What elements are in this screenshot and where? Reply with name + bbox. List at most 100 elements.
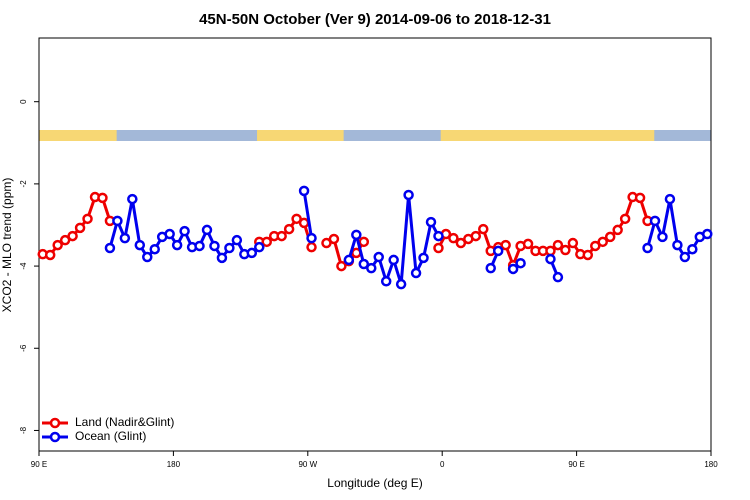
chart-title: 45N-50N October (Ver 9) 2014-09-06 to 20… xyxy=(199,11,551,28)
land-band xyxy=(440,130,655,141)
point xyxy=(657,231,668,243)
x-tick-label: 90 W xyxy=(298,460,317,469)
point xyxy=(395,278,407,290)
point xyxy=(642,242,653,254)
point xyxy=(254,241,265,253)
point xyxy=(492,245,504,257)
point xyxy=(597,236,608,248)
point xyxy=(194,240,205,252)
point xyxy=(634,192,646,204)
point xyxy=(358,258,370,270)
plot-frame xyxy=(38,37,712,452)
y-axis-label: XCO2 - MLO trend (ppm) xyxy=(0,178,14,313)
point xyxy=(485,262,496,274)
point xyxy=(582,249,594,261)
x-axis-label: Longitude (deg E) xyxy=(327,476,422,490)
point xyxy=(433,242,444,254)
point xyxy=(97,192,108,204)
point xyxy=(470,230,482,242)
point xyxy=(171,239,183,251)
point xyxy=(127,193,138,205)
point xyxy=(298,217,310,229)
point xyxy=(276,230,287,242)
point xyxy=(425,216,437,228)
point xyxy=(343,254,355,266)
point xyxy=(545,253,556,265)
x-tick-label: 180 xyxy=(704,460,718,469)
point xyxy=(179,225,190,237)
point xyxy=(664,193,676,205)
y-tick-label: -6 xyxy=(19,344,28,352)
point xyxy=(201,224,213,236)
point xyxy=(612,224,623,236)
point xyxy=(373,251,384,263)
point xyxy=(604,231,616,243)
point xyxy=(433,230,444,242)
point xyxy=(679,251,691,263)
point xyxy=(44,249,56,261)
point xyxy=(515,257,526,269)
point xyxy=(52,239,63,251)
point xyxy=(351,229,362,241)
point xyxy=(702,228,713,240)
point xyxy=(209,240,220,252)
point xyxy=(418,252,429,264)
point xyxy=(112,215,123,227)
point xyxy=(119,232,131,244)
legend-marker xyxy=(49,417,61,429)
point xyxy=(231,234,243,246)
point xyxy=(478,223,489,235)
point xyxy=(224,242,235,254)
point xyxy=(336,260,347,272)
x-tick-label: 90 E xyxy=(31,460,47,469)
point xyxy=(552,271,564,283)
point xyxy=(59,234,71,246)
ocean-strip xyxy=(39,130,711,141)
point xyxy=(500,239,511,251)
point xyxy=(455,237,467,249)
legend-label: Land (Nadir&Glint) xyxy=(75,415,174,429)
point xyxy=(82,213,93,225)
y-tick-label: 0 xyxy=(19,99,28,104)
point xyxy=(649,215,661,227)
series-line xyxy=(302,190,314,239)
point xyxy=(590,240,601,252)
land-band xyxy=(257,130,344,141)
point xyxy=(619,213,631,225)
point xyxy=(328,233,340,245)
point xyxy=(298,185,310,197)
point xyxy=(149,243,160,255)
x-tick-label: 180 xyxy=(167,460,181,469)
point xyxy=(545,245,556,257)
point xyxy=(388,254,399,266)
point xyxy=(366,262,377,274)
point xyxy=(246,247,258,259)
point xyxy=(672,239,683,251)
point xyxy=(306,241,317,253)
point xyxy=(164,228,175,240)
point xyxy=(67,230,78,242)
point xyxy=(216,252,228,264)
point xyxy=(358,236,370,248)
x-tick-label: 90 E xyxy=(568,460,584,469)
point xyxy=(321,237,332,249)
point xyxy=(448,232,459,244)
point xyxy=(261,236,272,248)
point xyxy=(283,223,295,235)
land-band xyxy=(39,130,117,141)
legend-marker xyxy=(49,431,61,443)
x-tick-label: 0 xyxy=(440,460,445,469)
point xyxy=(567,237,579,249)
legend-label: Ocean (Glint) xyxy=(75,429,146,443)
point xyxy=(380,276,392,287)
point xyxy=(291,213,302,225)
y-tick-label: -8 xyxy=(19,426,28,434)
point xyxy=(522,238,534,250)
point xyxy=(687,243,698,255)
y-tick-label: -2 xyxy=(19,180,28,188)
point xyxy=(142,251,153,263)
y-tick-label: -4 xyxy=(19,262,28,270)
point xyxy=(410,267,422,279)
